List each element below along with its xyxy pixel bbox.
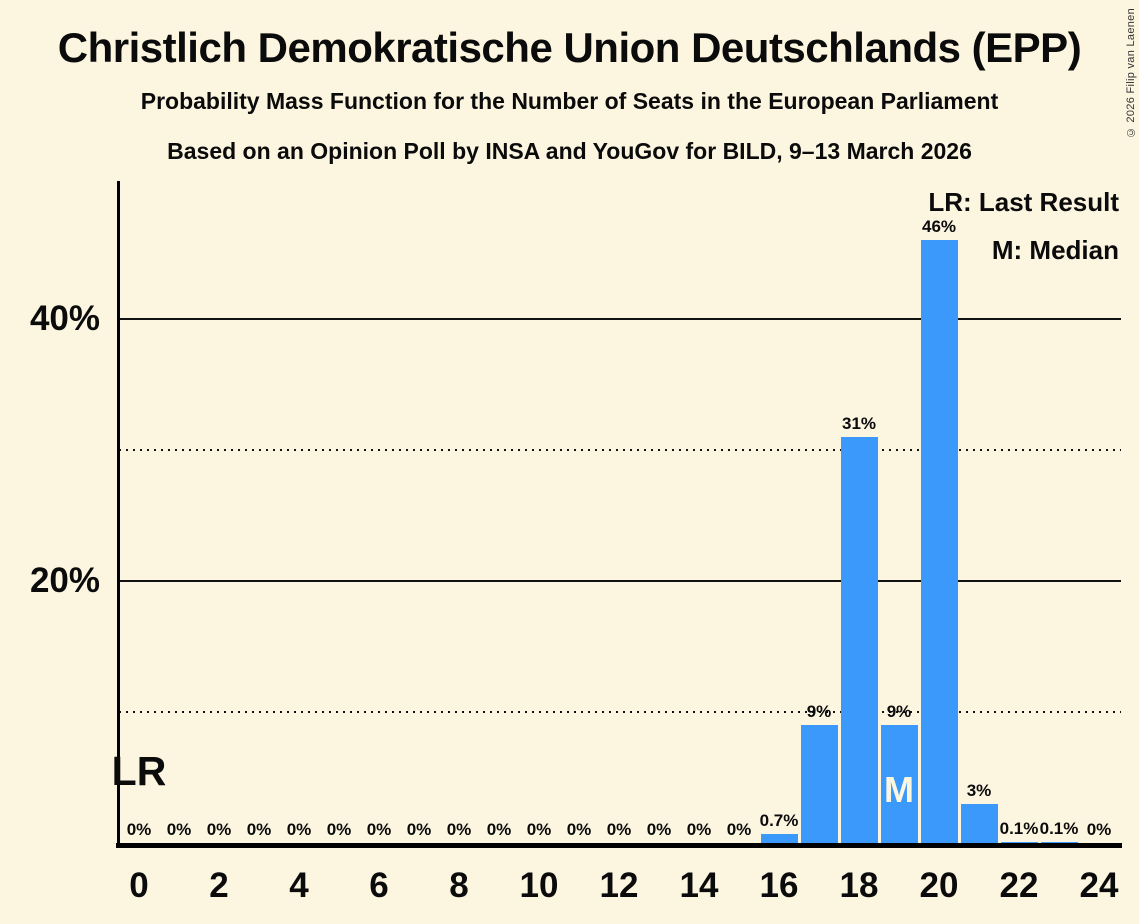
- gridline-dotted-10: [119, 711, 1121, 713]
- bar-value-label-seat-1: 0%: [166, 820, 192, 839]
- bar-value-label-seat-13: 0%: [646, 820, 672, 839]
- bar-value-label-seat-10: 0%: [526, 820, 552, 839]
- legend-median: M: Median: [991, 235, 1119, 265]
- bar-value-label-seat-23: 0.1%: [1039, 819, 1079, 838]
- bar-value-label-seat-16: 0.7%: [759, 811, 799, 830]
- y-tick-label-40: 40%: [29, 299, 100, 338]
- bar-value-label-seat-11: 0%: [566, 820, 592, 839]
- bar-value-label-seat-12: 0%: [606, 820, 632, 839]
- bar-value-label-seat-14: 0%: [686, 820, 712, 839]
- bar-value-label-seat-20: 46%: [921, 217, 957, 236]
- bar-value-label-seat-17: 9%: [806, 702, 832, 721]
- x-tick-label-0: 0: [129, 866, 149, 905]
- bar-seat-22: [1000, 842, 1038, 843]
- gridline-solid-20: [119, 580, 1121, 582]
- bar-value-label-seat-6: 0%: [366, 820, 392, 839]
- chart-subtitle: Probability Mass Function for the Number…: [140, 88, 999, 114]
- bar-value-label-seat-21: 3%: [966, 781, 992, 800]
- x-tick-label-6: 6: [369, 866, 389, 905]
- bar-value-label-seat-24: 0%: [1086, 820, 1112, 839]
- x-tick-label-22: 22: [999, 866, 1039, 905]
- bar-value-label-seat-22: 0.1%: [999, 819, 1039, 838]
- bar-seat-23: [1040, 842, 1078, 843]
- gridline-solid-40: [119, 318, 1121, 320]
- bar-seat-21: [960, 804, 998, 843]
- chart-source-line: Based on an Opinion Poll by INSA and You…: [167, 138, 972, 164]
- bar-value-label-seat-2: 0%: [206, 820, 232, 839]
- bar-seat-17: [800, 725, 838, 843]
- bar-value-label-seat-4: 0%: [286, 820, 312, 839]
- x-tick-label-12: 12: [599, 866, 639, 905]
- x-tick-label-2: 2: [209, 866, 229, 905]
- bar-value-label-seat-0: 0%: [126, 820, 152, 839]
- copyright-notice: © 2026 Filip van Laenen: [1125, 8, 1137, 139]
- median-marker-label: M: [884, 769, 914, 810]
- page-title: Christlich Demokratische Union Deutschla…: [57, 24, 1082, 71]
- y-axis-line: [117, 181, 120, 848]
- bar-value-label-seat-18: 31%: [841, 414, 877, 433]
- legend-last-result: LR: Last Result: [928, 187, 1119, 217]
- bar-value-label-seat-3: 0%: [246, 820, 272, 839]
- x-tick-label-24: 24: [1079, 866, 1119, 905]
- bar-value-label-seat-8: 0%: [446, 820, 472, 839]
- bar-value-label-seat-19: 9%: [886, 702, 912, 721]
- x-tick-label-10: 10: [519, 866, 559, 905]
- x-tick-label-18: 18: [839, 866, 879, 905]
- gridline-dotted-30: [119, 449, 1121, 451]
- bar-value-label-seat-9: 0%: [486, 820, 512, 839]
- last-result-marker-label: LR: [111, 748, 167, 794]
- bar-seat-20: [920, 240, 958, 843]
- x-tick-label-14: 14: [679, 866, 719, 905]
- bar-value-label-seat-5: 0%: [326, 820, 352, 839]
- x-tick-label-8: 8: [449, 866, 469, 905]
- x-tick-label-4: 4: [289, 866, 309, 905]
- y-tick-label-20: 20%: [29, 561, 100, 600]
- bar-value-label-seat-7: 0%: [406, 820, 432, 839]
- bar-value-label-seat-15: 0%: [726, 820, 752, 839]
- bar-seat-19: [880, 725, 918, 843]
- x-tick-label-16: 16: [759, 866, 799, 905]
- bar-seat-16: [760, 834, 798, 843]
- x-axis-line: [116, 843, 1122, 848]
- x-tick-label-20: 20: [919, 866, 959, 905]
- bar-seat-18: [840, 437, 878, 843]
